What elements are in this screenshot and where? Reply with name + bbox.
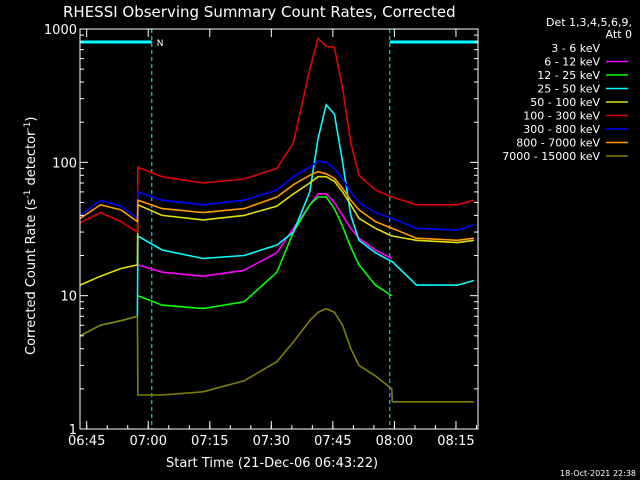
y-tick-label-2: 100 <box>52 156 77 171</box>
legend-label-7: 800 - 7000 keV <box>516 137 600 150</box>
series-line-7 <box>79 170 475 242</box>
y-axis-label-part3: ) <box>24 117 39 122</box>
legend-label-4: 50 - 100 keV <box>530 96 600 109</box>
y-axis-label-sup1: -1 <box>23 190 33 199</box>
y-tick-label-3: 1000 <box>44 23 77 38</box>
series-line-8 <box>79 307 474 403</box>
legend-label-1: 6 - 12 keV <box>544 56 600 69</box>
x-tick-label-2: 07:15 <box>191 434 228 449</box>
y-tick-label-0: 1 <box>69 423 77 438</box>
x-tick-label-5: 08:00 <box>376 434 413 449</box>
night-flag-label: N <box>157 39 164 49</box>
timestamp: 18-Oct-2021 22:38 <box>560 469 636 478</box>
x-tick-label-3: 07:30 <box>253 434 290 449</box>
axis-ticks: 06:45 07:00 07:15 07:30 07:45 08:00 08:15 1 10 10… <box>44 23 478 449</box>
y-axis-label-sup2: -1 <box>23 122 33 131</box>
x-tick-label-0: 06:45 <box>68 434 105 449</box>
series-line-0 <box>162 235 393 367</box>
x-axis-label: Start Time (21-Dec-06 06:43:22) <box>166 456 378 471</box>
x-tick-label-1: 07:00 <box>130 434 167 449</box>
legend-label-3: 25 - 50 keV <box>537 83 600 96</box>
legend-label-0: 3 - 6 keV <box>551 42 600 55</box>
legend-label-2: 12 - 25 keV <box>537 69 600 82</box>
chart-title: RHESSI Observing Summary Count Rates, Co… <box>63 3 456 21</box>
series-line-1 <box>137 193 393 278</box>
legend-label-8: 7000 - 15000 keV <box>502 150 600 163</box>
series-line-5 <box>79 36 475 234</box>
x-tick-label-4: 07:45 <box>314 434 351 449</box>
plot-frame <box>79 28 479 430</box>
y-axis-label-part2: detector <box>24 130 39 190</box>
detector-info-line1: Det 1,3,4,5,6,9, <box>546 16 632 29</box>
x-tick-label-6: 08:15 <box>437 434 474 449</box>
series-line-2 <box>137 196 393 310</box>
series-lines <box>79 36 475 403</box>
y-axis-label-part1: Corrected Count Rate (s <box>24 198 39 355</box>
y-tick-label-1: 10 <box>60 290 77 305</box>
legend-label-5: 100 - 300 keV <box>523 110 600 123</box>
y-axis-label: Corrected Count Rate (s-1 detector-1) <box>23 117 39 355</box>
detector-info-line2: Att 0 <box>606 28 632 41</box>
legend-label-6: 300 - 800 keV <box>523 123 600 136</box>
